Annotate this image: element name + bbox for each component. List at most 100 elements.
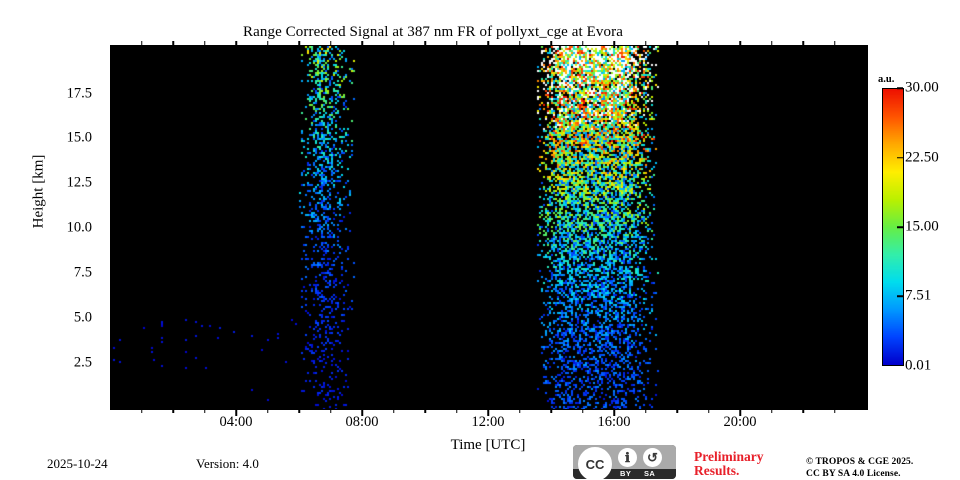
x-tick-mark-minor	[424, 41, 426, 45]
x-tick-mark-minor	[455, 409, 458, 413]
colorbar-tick-mark	[897, 226, 903, 228]
copyright-credits: © TROPOS & CGE 2025. CC BY SA 4.0 Licens…	[806, 456, 913, 480]
y-tick-mark	[111, 272, 118, 274]
x-tick-mark-minor	[550, 41, 552, 45]
credits-line-2: CC BY SA 4.0 License.	[806, 469, 901, 479]
y-tick-mark	[111, 92, 118, 95]
y-tick-mark	[111, 182, 118, 185]
page-title: Range Corrected Signal at 387 nm FR of p…	[243, 24, 623, 40]
colorbar-tick-label: 7.51	[905, 287, 932, 304]
x-tick-mark	[613, 41, 615, 48]
cc-by-label: BY	[620, 469, 632, 478]
colorbar-tick-label: 0.01	[905, 357, 932, 374]
y-tick-label: 10.0	[66, 219, 92, 236]
x-tick-mark-minor	[644, 41, 647, 45]
x-tick-mark-minor	[424, 409, 426, 413]
heatmap-canvas	[111, 46, 867, 409]
x-tick-mark-minor	[203, 409, 206, 413]
y-tick-label: 5.0	[73, 309, 92, 326]
x-tick-mark-minor	[833, 409, 836, 413]
x-tick-mark-minor	[518, 41, 521, 45]
y-tick-mark	[858, 317, 865, 319]
x-tick-mark-minor	[140, 41, 143, 45]
x-tick-mark-minor	[676, 409, 678, 413]
x-axis-label: Time [UTC]	[450, 437, 526, 453]
x-tick-mark-minor	[802, 41, 804, 45]
x-tick-mark	[361, 41, 363, 48]
x-tick-mark-minor	[172, 409, 174, 413]
credits-line-1: © TROPOS & CGE 2025.	[806, 457, 914, 467]
colorbar-unit-label: a.u.	[878, 74, 895, 85]
x-tick-mark	[613, 409, 615, 416]
x-tick-mark-minor	[518, 409, 521, 413]
x-tick-label: 12:00	[471, 414, 505, 430]
preliminary-line-1: Preliminary	[694, 449, 764, 464]
y-tick-mark	[111, 317, 118, 319]
y-tick-mark	[111, 227, 118, 230]
x-tick-mark-minor	[266, 409, 269, 413]
x-tick-mark-minor	[676, 41, 678, 45]
x-tick-mark-minor	[298, 41, 300, 45]
y-tick-label: 7.5	[73, 264, 92, 281]
cc-license-badge-icon[interactable]: CC ℹ ↺ BY SA	[573, 445, 676, 479]
x-tick-mark-minor	[266, 41, 269, 45]
x-tick-label: 04:00	[219, 414, 253, 430]
y-tick-mark	[858, 182, 865, 185]
y-tick-label: 15.0	[66, 129, 92, 146]
x-tick-mark-minor	[140, 409, 143, 413]
colorbar-tick-mark	[897, 87, 903, 89]
x-tick-mark-minor	[581, 409, 584, 413]
colorbar-tick-label: 30.00	[905, 79, 939, 96]
x-tick-mark	[361, 409, 363, 416]
x-tick-mark-minor	[329, 409, 332, 413]
colorbar-tick-mark	[897, 156, 903, 159]
x-tick-mark-minor	[833, 41, 836, 45]
x-tick-mark-minor	[707, 41, 710, 45]
cc-sa-label: SA	[644, 469, 656, 478]
y-tick-mark	[858, 137, 865, 140]
footer-date: 2025-10-24	[47, 456, 108, 471]
x-tick-mark-minor	[392, 409, 395, 413]
x-tick-mark	[235, 41, 237, 48]
x-tick-mark-minor	[203, 41, 206, 45]
cc-logo-icon: CC	[578, 447, 612, 479]
colorbar-tick-label: 15.00	[905, 218, 939, 235]
colorbar-tick-mark	[897, 295, 903, 298]
x-tick-mark-minor	[329, 41, 332, 45]
preliminary-line-2: Results.	[694, 463, 740, 478]
preliminary-results-note: Preliminary Results.	[694, 450, 804, 478]
y-tick-label: 2.5	[73, 354, 92, 371]
y-tick-label: 12.5	[66, 174, 92, 191]
y-tick-label: 17.5	[66, 85, 92, 102]
x-tick-mark-minor	[770, 41, 773, 45]
x-tick-mark-minor	[172, 41, 174, 45]
x-tick-mark-minor	[455, 41, 458, 45]
x-tick-mark-minor	[770, 409, 773, 413]
y-tick-mark	[858, 272, 865, 274]
x-tick-mark-minor	[707, 409, 710, 413]
y-tick-mark	[111, 137, 118, 140]
y-tick-mark	[858, 362, 865, 364]
x-tick-mark-minor	[392, 41, 395, 45]
x-tick-label: 16:00	[597, 414, 631, 430]
y-tick-mark	[111, 362, 118, 364]
cc-by-icon: ℹ	[618, 448, 637, 467]
footer-version: Version: 4.0	[196, 456, 259, 471]
cc-badge-bottom	[573, 469, 676, 479]
x-tick-mark-minor	[581, 41, 584, 45]
x-tick-mark	[739, 409, 741, 416]
colorbar-tick-label: 22.50	[905, 149, 939, 166]
cc-sa-icon: ↺	[643, 448, 662, 467]
x-tick-mark-minor	[802, 409, 804, 413]
y-tick-mark	[858, 227, 865, 230]
x-tick-mark	[487, 409, 489, 416]
x-tick-mark-minor	[644, 409, 647, 413]
x-tick-mark-minor	[550, 409, 552, 413]
plot-area	[110, 45, 868, 410]
y-tick-mark	[858, 92, 865, 95]
x-tick-label: 08:00	[345, 414, 379, 430]
x-tick-mark-minor	[298, 409, 300, 413]
x-tick-mark	[487, 41, 489, 48]
x-tick-label: 20:00	[723, 414, 757, 430]
